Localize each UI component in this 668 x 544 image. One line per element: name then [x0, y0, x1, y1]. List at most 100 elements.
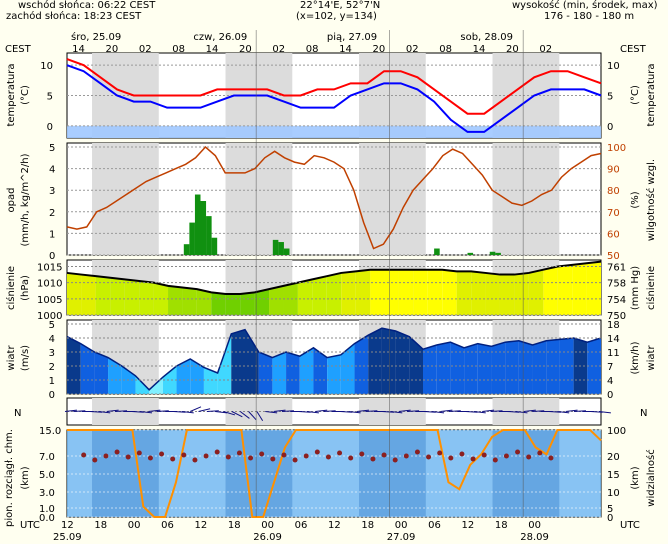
- timezone-label-left: CEST: [5, 44, 32, 55]
- pressure-area: [211, 292, 226, 315]
- hour-label-top: 08: [306, 44, 319, 55]
- cloud-marker: [303, 453, 309, 459]
- wind-line: [66, 327, 602, 391]
- precip-tick-left: 3: [49, 186, 55, 197]
- wind-axis-label: wiatr: [6, 345, 17, 371]
- humidity-tick-right: 100: [607, 143, 626, 154]
- pressure-area: [355, 269, 371, 315]
- temp-tick-right: 0: [607, 122, 613, 133]
- hour-label-bottom: 12: [462, 520, 475, 531]
- hour-label-top: 02: [406, 44, 419, 55]
- night-band: [92, 143, 159, 255]
- temp-axis-label-right: temperatura: [646, 63, 657, 126]
- night-band: [359, 143, 426, 255]
- temp-tick-left: 0: [47, 122, 53, 133]
- hour-label-bottom: 00: [261, 520, 274, 531]
- wind-unit: (m/s): [20, 345, 31, 371]
- wind-tick-right: 11: [607, 348, 620, 359]
- wind-tick-left: 5: [49, 320, 55, 331]
- wind-direction-arrow: [239, 411, 250, 419]
- pressure-area: [283, 282, 298, 315]
- hour-label-top: 20: [106, 44, 119, 55]
- wind-area: [395, 331, 410, 394]
- cloud-marker: [503, 453, 509, 459]
- wind-direction-arrow: [390, 411, 403, 414]
- wind-direction-arrow: [573, 410, 586, 412]
- cloud-tick-left: 15.0: [39, 426, 61, 437]
- pressure-area: [124, 279, 140, 315]
- cloud-marker: [136, 450, 142, 456]
- pressure-tick-right: 750: [607, 311, 626, 322]
- precip-bar: [278, 242, 284, 255]
- wind-area: [532, 340, 547, 394]
- precip-axis-label: opad: [6, 188, 17, 213]
- cloud-marker: [236, 450, 242, 456]
- wind-area: [176, 359, 191, 394]
- precip-bar: [283, 248, 290, 255]
- wind-area: [313, 347, 328, 394]
- visibility-axis-label: widzialność: [645, 449, 657, 506]
- precip-bar: [183, 244, 190, 255]
- wind-area: [436, 342, 451, 394]
- cloud-marker: [459, 451, 465, 457]
- wind-direction-arrow: [106, 409, 119, 412]
- precip-bar: [489, 251, 496, 255]
- hour-label-bottom: 00: [395, 520, 408, 531]
- wind-direction-arrow: [265, 411, 278, 414]
- cloud-marker: [125, 454, 131, 460]
- precip-bar: [206, 216, 212, 255]
- freeze-band: [67, 125, 601, 138]
- hour-label-bottom: 06: [295, 520, 308, 531]
- hour-label-top: 14: [72, 44, 85, 55]
- pressure-area: [370, 269, 385, 315]
- compass-icon-right: N: [640, 408, 647, 419]
- precip-bar: [495, 252, 501, 255]
- hour-label-bottom: 12: [61, 520, 74, 531]
- hour-label-top: 08: [172, 44, 185, 55]
- wind-area: [477, 343, 492, 394]
- pressure-area: [427, 269, 443, 315]
- wind-direction-arrow: [281, 410, 294, 412]
- wind-unit-right: (km/h): [630, 341, 641, 374]
- cloud-marker: [92, 457, 98, 463]
- wind-direction-arrow: [306, 411, 319, 414]
- wind-area: [450, 342, 465, 394]
- pressure-area: [67, 272, 82, 315]
- humidity-tick-right: 90: [607, 165, 620, 176]
- precip-tick-left: 5: [49, 143, 55, 154]
- cloud-marker: [225, 454, 231, 460]
- day-label: czw, 26.09: [193, 32, 247, 43]
- hour-label-bottom: 12: [328, 520, 341, 531]
- wind-axis-label-right: wiatr: [646, 345, 657, 371]
- cloud-marker: [548, 455, 554, 461]
- precip-bar: [189, 222, 195, 255]
- pressure-tick-left: 1010: [37, 279, 62, 290]
- pressure-area: [196, 289, 212, 315]
- cloud-night-band: [492, 430, 560, 517]
- pressure-axis-label: ciśnienie: [5, 266, 17, 310]
- wind-direction-arrow: [64, 409, 77, 412]
- pressure-area: [269, 285, 284, 315]
- pressure-area: [499, 274, 515, 315]
- wind-area: [203, 367, 218, 394]
- wind-tick-left: 1: [49, 376, 55, 387]
- wind-area: [299, 347, 314, 394]
- temp-tick-left: 5: [47, 92, 53, 103]
- wind-tick-right: 0: [607, 390, 613, 401]
- cloud-marker: [515, 449, 521, 455]
- visibility-line: [67, 429, 602, 518]
- visibility-tick-right: 100: [607, 426, 626, 437]
- hour-label-bottom: 06: [428, 520, 441, 531]
- night-band: [492, 53, 560, 138]
- pressure-area: [572, 263, 587, 315]
- cloud-unit: (km): [20, 466, 31, 489]
- pressure-area: [341, 271, 356, 315]
- date-label-bottom: 25.09: [53, 532, 82, 543]
- precip-tick-left: 2: [49, 208, 55, 219]
- utc-label-right: UTC: [620, 520, 640, 531]
- pressure-area: [586, 261, 601, 315]
- temp-max-line: [66, 58, 602, 115]
- hour-label-top: 02: [539, 44, 552, 55]
- wind-direction-arrow: [490, 410, 503, 412]
- day-label: śro, 25.09: [71, 31, 121, 43]
